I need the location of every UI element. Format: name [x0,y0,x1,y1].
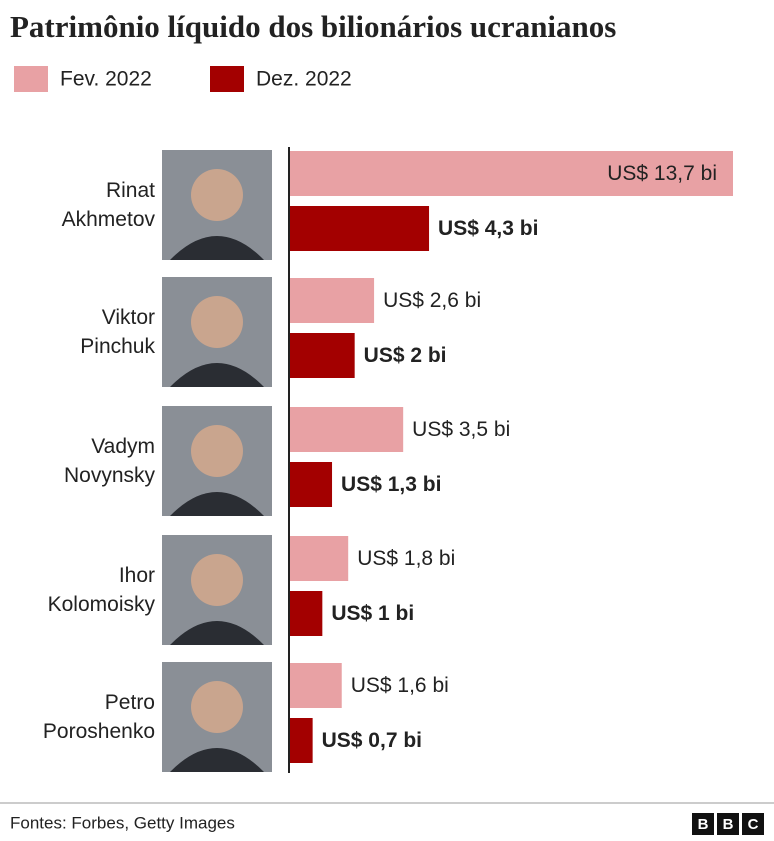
legend-label: Fev. 2022 [60,68,152,91]
logo-letter: B [698,816,709,833]
legend-label: Dez. 2022 [256,68,352,91]
photo-body [170,236,264,260]
photo-body [170,621,264,645]
photo-head [191,169,243,221]
logo-box [742,813,764,835]
photo-head [191,425,243,477]
photo-body [170,748,264,772]
bar [290,333,355,378]
value-label: US$ 1 bi [331,602,414,625]
value-label: US$ 13,7 bi [607,162,717,185]
value-label: US$ 0,7 bi [322,729,422,752]
bar [290,536,349,581]
photo-body [170,363,264,387]
photo-head [191,554,243,606]
category-label: Vadym Novynsky [63,435,155,487]
source: Fontes: Forbes, Getty Images [10,813,235,832]
legend-swatch [14,66,48,92]
logo-letter: C [748,816,759,833]
bar [290,407,404,452]
value-label: US$ 2,6 bi [383,289,481,312]
logo-box [692,813,714,835]
photo-head [191,296,243,348]
value-label: US$ 2 bi [364,344,447,367]
logo-box [717,813,739,835]
bar [290,151,733,196]
legend-swatch [210,66,244,92]
category-label: Ihor Kolomoisky [47,564,155,616]
value-label: US$ 1,3 bi [341,473,441,496]
value-label: US$ 1,8 bi [357,547,455,570]
category-label: Petro Poroshenko [42,691,155,743]
value-label: US$ 4,3 bi [438,217,538,240]
bar [290,278,375,323]
bar [290,206,430,251]
category-label: Rinat Akhmetov [61,179,155,231]
bar [290,462,333,507]
photo-head [191,681,243,733]
photo-body [170,492,264,516]
bar [290,591,323,636]
value-label: US$ 3,5 bi [412,418,510,441]
logo-letter: B [723,816,734,833]
value-label: US$ 1,6 bi [351,674,449,697]
category-label: Viktor Pinchuk [80,306,155,358]
bar [290,718,313,763]
chart-title: Patrimônio líquido dos bilionários ucran… [10,9,616,44]
bar [290,663,342,708]
